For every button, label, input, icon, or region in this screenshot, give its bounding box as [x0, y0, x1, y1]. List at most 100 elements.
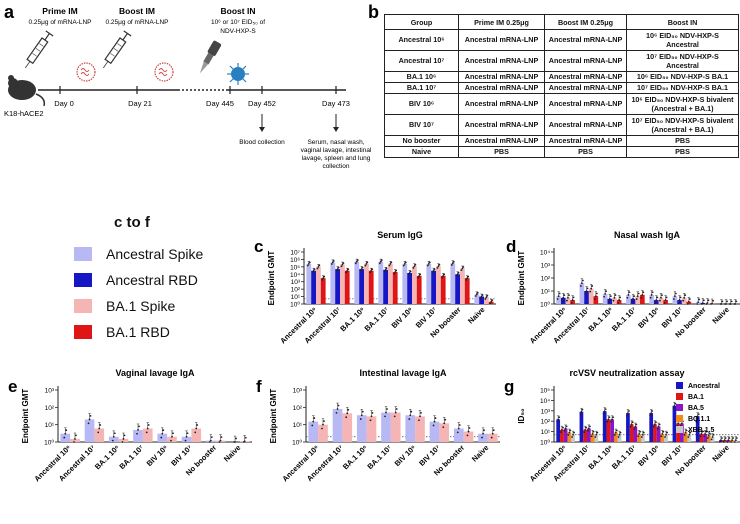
data-point [161, 432, 164, 435]
data-point [345, 416, 348, 419]
data-point [433, 420, 436, 423]
data-point [359, 418, 362, 420]
data-point [580, 410, 583, 413]
data-point [641, 433, 644, 436]
data-point [724, 437, 727, 439]
data-point [388, 264, 391, 267]
data-point [346, 412, 349, 415]
data-point [613, 434, 616, 436]
data-point [112, 435, 115, 438]
data-point [209, 439, 212, 442]
data-point [451, 262, 454, 265]
legend-label: Ancestral [688, 383, 720, 390]
bar [695, 416, 700, 442]
data-point [712, 299, 714, 302]
bar [388, 263, 393, 304]
y-tick-label: 10⁵ [290, 264, 300, 271]
x-tick-label: BIV 10⁶ [390, 305, 415, 330]
legend-swatch [74, 273, 92, 287]
data-point [385, 411, 387, 414]
data-point [602, 412, 605, 415]
bar [556, 296, 561, 304]
data-point [655, 421, 657, 424]
data-point [565, 425, 568, 428]
bar [453, 428, 464, 442]
data-point [727, 439, 730, 442]
data-point [437, 265, 440, 268]
data-point [705, 430, 708, 433]
bar [440, 275, 446, 304]
bar [672, 296, 678, 304]
table-row: Ancestral 10⁶ Ancestral mRNA-LNP Ancestral… [384, 29, 739, 51]
data-point [584, 428, 587, 431]
data-point [595, 292, 598, 295]
data-point [336, 408, 339, 410]
data-point [452, 260, 455, 263]
data-point [688, 298, 691, 300]
data-point [734, 439, 737, 442]
data-point [585, 290, 588, 292]
y-tick-label: 10⁰ [540, 301, 550, 309]
data-point [567, 434, 570, 436]
data-point [699, 435, 702, 438]
table-cell: 10⁷ EID₅₀ NDV-HXP-S Ancestral [626, 49, 739, 72]
data-point [722, 441, 725, 443]
data-point [639, 430, 641, 433]
prime-im-title: Prime IM [42, 6, 77, 16]
legend-item: Ancestral RBD [74, 267, 234, 293]
data-point [413, 265, 416, 268]
table-cell: Ancestral mRNA-LNP [458, 134, 545, 147]
data-point [393, 272, 396, 275]
data-point [64, 432, 67, 435]
table-row: Naive PBS PBS PBS [384, 145, 739, 159]
bar [356, 415, 367, 442]
data-point [393, 415, 396, 418]
bar [439, 423, 450, 442]
bar [316, 266, 321, 304]
data-point [674, 295, 676, 298]
legend-label: BA.1 RBD [106, 324, 170, 340]
data-point [558, 416, 561, 419]
y-tick-label: 10² [541, 419, 551, 426]
data-point [695, 417, 698, 420]
data-point [342, 262, 345, 265]
bar [306, 263, 312, 304]
legend-swatch [676, 426, 683, 433]
data-point [306, 264, 309, 267]
data-point [685, 429, 688, 432]
boost-in-title: Boost IN [221, 6, 256, 16]
x-tick-label: BIV 10⁶ [145, 443, 170, 468]
data-point [335, 269, 338, 272]
data-point [331, 261, 334, 264]
table-header-row: Group Prime IM 0.25μg Boost IM 0.25μg Bo… [384, 14, 739, 30]
collection-label: vaginal lavage, intestinal [301, 147, 372, 154]
bar [560, 429, 564, 442]
data-point [234, 441, 236, 443]
data-point [701, 302, 704, 304]
data-point [384, 268, 387, 271]
data-point [617, 436, 620, 438]
data-point [307, 263, 310, 265]
bar [607, 298, 613, 304]
data-point [137, 428, 139, 431]
data-point [122, 438, 125, 440]
data-point [418, 419, 420, 422]
data-point [432, 269, 435, 272]
y-tick-label: 10⁵ [540, 388, 550, 395]
collection-label: Serum, nasal wash, [307, 139, 364, 146]
data-point [697, 413, 700, 416]
boost-in-sub2: NDV-HXP-S [220, 28, 256, 35]
data-point [402, 264, 405, 267]
table-row: Ancestral 10⁷ Ancestral mRNA-LNP Ancestral… [384, 49, 739, 72]
mouse-label: K18-hACE2 [4, 109, 44, 118]
x-tick-label: BA.1 10⁷ [363, 305, 391, 333]
legend-swatch [676, 393, 683, 400]
y-tick-label: 10⁴ [540, 398, 550, 405]
legend-label: XBB.1.5 [688, 427, 715, 434]
data-point [321, 278, 324, 281]
data-point [417, 276, 420, 279]
data-point [628, 410, 630, 412]
data-point [571, 299, 574, 301]
table-cell: PBS [458, 145, 545, 159]
data-point [610, 420, 613, 423]
